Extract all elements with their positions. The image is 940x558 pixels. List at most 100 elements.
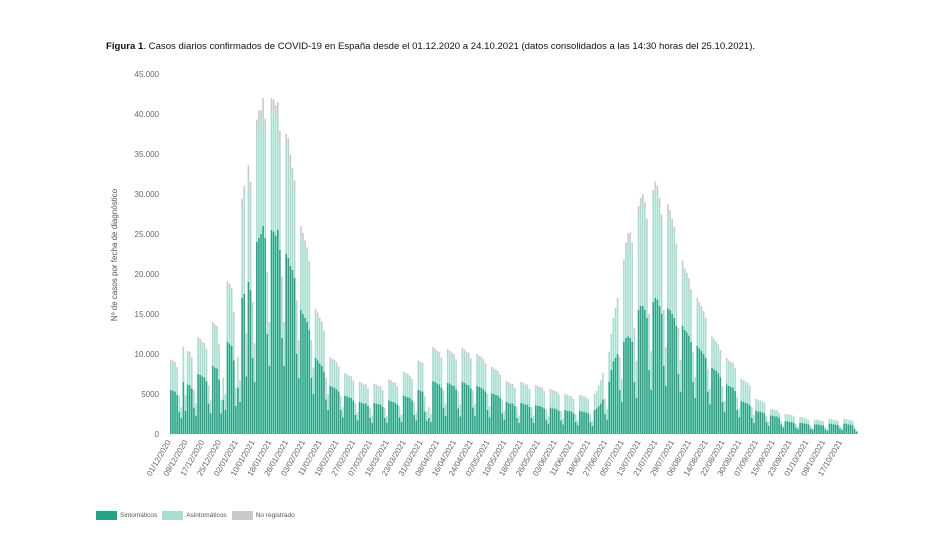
bar-sintomaticos: [457, 408, 460, 434]
bar-asintomaticos: [289, 166, 292, 266]
bar-sintomaticos: [658, 306, 661, 434]
bar-asintomaticos: [660, 222, 663, 314]
bar-asintomaticos: [507, 384, 510, 403]
bar-sintomaticos: [713, 369, 715, 434]
bar-sintomaticos: [331, 386, 334, 434]
bar-no-registrado: [623, 259, 625, 266]
bar-sintomaticos: [839, 428, 841, 434]
bar-asintomaticos: [715, 343, 718, 371]
bar-asintomaticos: [348, 378, 350, 398]
bar-asintomaticos: [665, 350, 667, 386]
bar-sintomaticos: [369, 418, 371, 434]
bar-asintomaticos: [826, 429, 829, 431]
bar-asintomaticos: [711, 338, 713, 368]
bar-sintomaticos: [509, 403, 512, 434]
bar-no-registrado: [457, 391, 460, 394]
bar-no-registrado: [725, 358, 728, 361]
bar-asintomaticos: [604, 400, 606, 414]
bar-no-registrado: [553, 390, 556, 394]
bar-sintomaticos: [738, 417, 741, 434]
bar-no-registrado: [386, 416, 388, 418]
bar-sintomaticos: [507, 402, 510, 434]
bar-asintomaticos: [335, 365, 338, 390]
bar-sintomaticos: [849, 424, 852, 434]
bar-no-registrado: [721, 386, 724, 388]
bar-asintomaticos: [520, 384, 522, 403]
bar-sintomaticos: [763, 413, 766, 434]
bar-no-registrado: [237, 357, 239, 360]
bar-no-registrado: [214, 324, 216, 329]
bar-sintomaticos: [788, 422, 791, 434]
bar-asintomaticos: [245, 336, 248, 377]
bar-no-registrado: [734, 367, 736, 370]
bar-sintomaticos: [365, 403, 367, 434]
bar-sintomaticos: [744, 402, 747, 434]
bar-no-registrado: [390, 380, 392, 383]
bar-sintomaticos: [612, 361, 615, 434]
bar-no-registrado: [291, 167, 294, 178]
bar-asintomaticos: [543, 393, 546, 409]
bar-asintomaticos: [253, 346, 256, 382]
bar-sintomaticos: [608, 382, 611, 434]
bar-sintomaticos: [851, 425, 854, 434]
bar-no-registrado: [230, 287, 233, 293]
bar-no-registrado: [360, 382, 363, 386]
bar-sintomaticos: [572, 413, 575, 434]
bar-sintomaticos: [188, 385, 191, 434]
bar-asintomaticos: [769, 410, 772, 416]
bar-asintomaticos: [837, 421, 839, 426]
bar-no-registrado: [216, 326, 218, 330]
bar-sintomaticos: [297, 378, 300, 434]
bar-no-registrado: [188, 351, 191, 355]
bar-asintomaticos: [197, 340, 199, 374]
bar-no-registrado: [209, 400, 212, 402]
bar-no-registrado: [448, 350, 451, 355]
bar-no-registrado: [686, 272, 688, 278]
bar-sintomaticos: [847, 424, 850, 434]
bar-no-registrado: [184, 394, 187, 397]
bar-sintomaticos: [656, 299, 659, 434]
bar-sintomaticos: [832, 424, 835, 434]
bar-no-registrado: [658, 198, 661, 206]
bar-sintomaticos: [237, 387, 239, 434]
bar-asintomaticos: [446, 353, 449, 383]
bar-no-registrado: [696, 298, 699, 302]
bar-asintomaticos: [262, 110, 264, 226]
bar-no-registrado: [730, 362, 732, 365]
bar-asintomaticos: [226, 286, 229, 342]
bar-asintomaticos: [232, 315, 235, 361]
bar-no-registrado: [807, 419, 810, 421]
bar-no-registrado: [480, 356, 483, 361]
bar-sintomaticos: [455, 389, 457, 434]
bar-sintomaticos: [576, 425, 579, 434]
bar-no-registrado: [337, 366, 340, 370]
bar-sintomaticos: [407, 397, 409, 434]
bar-asintomaticos: [786, 414, 789, 422]
bar-asintomaticos: [526, 386, 529, 405]
bar-asintomaticos: [203, 346, 206, 378]
bar-asintomaticos: [377, 388, 380, 405]
bar-no-registrado: [581, 395, 583, 398]
figure-caption: . Casos diarios confirmados de COVID-19 …: [143, 41, 756, 52]
bar-asintomaticos: [352, 382, 355, 401]
bar-sintomaticos: [411, 400, 413, 434]
bar-asintomaticos: [274, 117, 277, 236]
bar-asintomaticos: [759, 401, 762, 412]
bar-no-registrado: [436, 350, 439, 355]
bar-asintomaticos: [518, 416, 520, 423]
bar-no-registrado: [715, 341, 718, 344]
bar-sintomaticos: [463, 382, 466, 434]
bar-asintomaticos: [576, 420, 579, 426]
bar-no-registrado: [772, 409, 774, 410]
bar-asintomaticos: [774, 410, 776, 417]
bar-asintomaticos: [398, 407, 401, 418]
bar-asintomaticos: [360, 385, 363, 403]
bar-asintomaticos: [572, 400, 575, 414]
bar-no-registrado: [432, 346, 434, 351]
bar-sintomaticos: [780, 424, 783, 434]
bar-no-registrado: [518, 415, 520, 417]
bar-asintomaticos: [419, 365, 422, 391]
bar-sintomaticos: [774, 416, 776, 434]
bar-sintomaticos: [528, 406, 531, 434]
bar-sintomaticos: [348, 397, 350, 434]
